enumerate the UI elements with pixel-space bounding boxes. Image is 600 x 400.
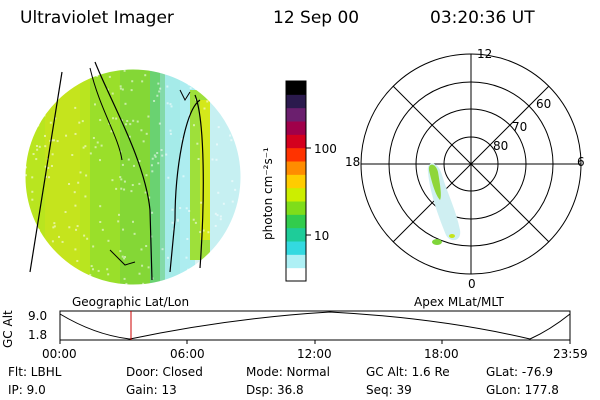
info-mode: Mode: Normal bbox=[246, 365, 330, 379]
colorbar-segment bbox=[286, 241, 306, 255]
altitude-tick-1-8: 1.8 bbox=[28, 328, 48, 342]
colorbar-segment bbox=[286, 214, 306, 229]
colorbar-segment bbox=[286, 227, 306, 242]
colorbar-segment bbox=[286, 107, 306, 122]
mlt-label-0: 0 bbox=[468, 277, 476, 291]
geographic-image bbox=[24, 61, 242, 286]
date-label: 12 Sep 00 bbox=[273, 8, 360, 28]
polar-plot bbox=[360, 53, 582, 275]
time-tick-0600: 06:00 bbox=[170, 347, 205, 361]
colorbar-segment bbox=[286, 254, 306, 269]
colorbar-segment bbox=[286, 161, 306, 175]
info-gc-alt: GC Alt: 1.6 Re bbox=[366, 365, 450, 379]
time-tick-1200: 12:00 bbox=[297, 347, 332, 361]
colorbar-unit-label: photon cm⁻²s⁻¹ bbox=[261, 147, 275, 240]
altitude-axis-label: GC Alt bbox=[1, 310, 15, 348]
colorbar-segment bbox=[286, 94, 306, 109]
right-panel-label: Apex MLat/MLT bbox=[414, 295, 504, 309]
colorbar-segment bbox=[286, 147, 306, 162]
colorbar-segment bbox=[286, 201, 306, 215]
time-label: 03:20:36 UT bbox=[430, 8, 535, 28]
colorbar-segment bbox=[286, 121, 306, 135]
instrument-title: Ultraviolet Imager bbox=[20, 8, 174, 28]
time-tick-2359: 23:59 bbox=[553, 347, 588, 361]
lat-label-60: 60 bbox=[536, 97, 552, 111]
colorbar-segment bbox=[286, 267, 306, 282]
colorbar-tick-100: 100 bbox=[314, 142, 337, 156]
lat-label-70: 70 bbox=[512, 120, 528, 134]
info-ip: IP: 9.0 bbox=[8, 383, 46, 397]
colorbar bbox=[285, 80, 311, 282]
left-panel-label: Geographic Lat/Lon bbox=[72, 295, 190, 309]
mlt-label-18: 18 bbox=[345, 155, 361, 169]
polar-auroral-emission bbox=[427, 163, 461, 245]
colorbar-segment bbox=[286, 81, 306, 95]
altitude-tick-9: 9.0 bbox=[28, 309, 48, 323]
info-glat: GLat: -76.9 bbox=[486, 365, 553, 379]
info-door: Door: Closed bbox=[126, 365, 203, 379]
colorbar-segment bbox=[286, 134, 306, 149]
time-tick-0000: 00:00 bbox=[42, 347, 77, 361]
mlt-label-12: 12 bbox=[477, 47, 493, 61]
colorbar-segment bbox=[286, 174, 306, 189]
colorbar-tick-10: 10 bbox=[314, 229, 330, 243]
info-seq: Seq: 39 bbox=[366, 383, 412, 397]
altitude-plot bbox=[59, 310, 571, 344]
lat-label-80: 80 bbox=[493, 139, 509, 153]
info-glon: GLon: 177.8 bbox=[486, 383, 559, 397]
info-dsp: Dsp: 36.8 bbox=[246, 383, 304, 397]
info-gain: Gain: 13 bbox=[126, 383, 177, 397]
colorbar-segment bbox=[286, 187, 306, 202]
info-filter: Flt: LBHL bbox=[8, 365, 62, 379]
time-tick-1800: 18:00 bbox=[424, 347, 459, 361]
mlt-label-6: 6 bbox=[577, 155, 585, 169]
